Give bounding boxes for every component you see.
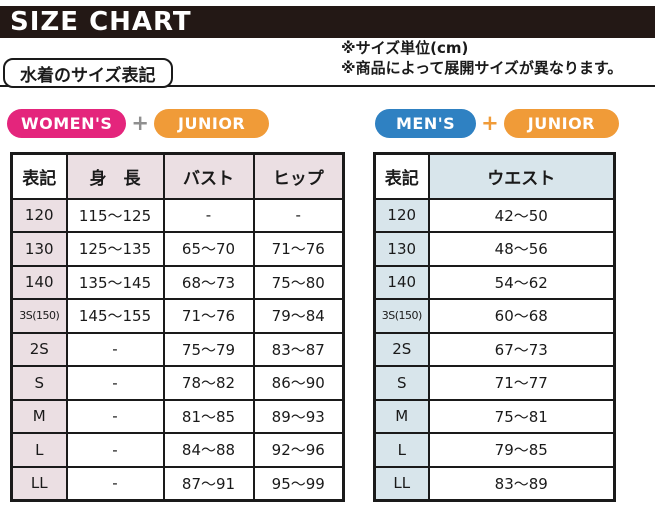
- measurement-cell: 71～77: [427, 365, 616, 401]
- size-notes: ※サイズ単位(cm) ※商品によって展開サイズが異なります。: [341, 38, 622, 78]
- header-row: 表記 ウエスト: [373, 152, 616, 200]
- category-badges: WOMEN'S + JUNIOR MEN'S + JUNIOR: [0, 109, 655, 139]
- size-label-cell: 3S(150): [10, 298, 68, 334]
- measurement-cell: 81～85: [162, 398, 255, 434]
- table-row: S -78～82 86～90: [10, 365, 345, 401]
- header-row: 表記身 長バスト ヒップ: [10, 152, 345, 200]
- measurement-cell: 54～62: [427, 264, 616, 300]
- table-row: 120 42～50: [373, 197, 616, 233]
- measurement-cell: -: [252, 197, 345, 233]
- size-label-cell: L: [10, 432, 68, 468]
- table-row: M -81～85 89～93: [10, 398, 345, 434]
- measurement-cell: 68～73: [162, 264, 255, 300]
- size-label-cell: 2S: [373, 331, 430, 367]
- column-header: ヒップ: [252, 152, 345, 200]
- title-bar: SIZE CHART: [0, 6, 655, 38]
- measurement-cell: 71～76: [252, 231, 345, 267]
- measurement-cell: 92～96: [252, 432, 345, 468]
- measurement-cell: -: [65, 365, 165, 401]
- size-label-cell: L: [373, 432, 430, 468]
- womens-size-table: 表記身 長バスト ヒップ 120 115～125- -130 125～135 65～70 7…: [10, 152, 345, 502]
- measurement-cell: 135～145: [65, 264, 165, 300]
- measurement-cell: 71～76: [162, 298, 255, 334]
- table-row: 2S 67～73: [373, 331, 616, 367]
- table-row: L 79～85: [373, 432, 616, 468]
- measurement-cell: 60～68: [427, 298, 616, 334]
- size-label-cell: 2S: [10, 331, 68, 367]
- measurement-cell: 79～85: [427, 432, 616, 468]
- table-row: 130 125～135 65～70 71～76: [10, 231, 345, 267]
- table-row: 3S(150) 60～68: [373, 298, 616, 334]
- size-label-cell: S: [10, 365, 68, 401]
- table-row: 140 54～62: [373, 264, 616, 300]
- table-row: 2S -75～79 83～87: [10, 331, 345, 367]
- column-header: 表記: [373, 152, 430, 200]
- column-header: 表記: [10, 152, 68, 200]
- size-label-cell: S: [373, 365, 430, 401]
- size-label-cell: LL: [373, 465, 430, 501]
- measurement-cell: -: [65, 465, 165, 501]
- measurement-cell: 145～155: [65, 298, 165, 334]
- womens-badge-group: WOMEN'S + JUNIOR: [7, 109, 270, 138]
- section-divider-line: [0, 85, 655, 87]
- measurement-cell: -: [162, 197, 255, 233]
- table-row: M 75～81: [373, 398, 616, 434]
- measurement-cell: -: [65, 331, 165, 367]
- measurement-cell: 83～87: [252, 331, 345, 367]
- column-header: 身 長: [65, 152, 165, 200]
- size-label-cell: 130: [373, 231, 430, 267]
- mens-badge: MEN'S: [375, 109, 477, 138]
- mens-size-table: 表記 ウエスト 120 42～50 130 48～56 140 54～62 3S(150) 60…: [373, 152, 616, 502]
- measurement-cell: 75～79: [162, 331, 255, 367]
- table-row: 3S(150) 145～155 71～76 79～84: [10, 298, 345, 334]
- measurement-cell: 79～84: [252, 298, 345, 334]
- measurement-cell: 65～70: [162, 231, 255, 267]
- measurement-cell: 42～50: [427, 197, 616, 233]
- measurement-cell: 87～91: [162, 465, 255, 501]
- measurement-cell: -: [65, 432, 165, 468]
- measurement-cell: 75～81: [427, 398, 616, 434]
- note-unit: ※サイズ単位(cm): [341, 39, 469, 57]
- plus-sign: +: [131, 111, 150, 135]
- junior-badge: JUNIOR: [503, 109, 619, 138]
- junior-badge: JUNIOR: [154, 109, 270, 138]
- page-title: SIZE CHART: [10, 7, 192, 37]
- note-availability: ※商品によって展開サイズが異なります。: [341, 59, 623, 77]
- size-label-cell: M: [10, 398, 68, 434]
- measurement-cell: 89～93: [252, 398, 345, 434]
- measurement-cell: 125～135: [65, 231, 165, 267]
- measurement-cell: 84～88: [162, 432, 255, 468]
- column-header: バスト: [162, 152, 255, 200]
- plus-sign: +: [481, 111, 499, 135]
- measurement-cell: 75～80: [252, 264, 345, 300]
- measurement-cell: 115～125: [65, 197, 165, 233]
- size-label-cell: 120: [10, 197, 68, 233]
- table-row: L -84～88 92～96: [10, 432, 345, 468]
- section-label: 水着のサイズ表記: [3, 58, 173, 88]
- size-label-cell: 140: [373, 264, 430, 300]
- measurement-cell: 83～89: [427, 465, 616, 501]
- column-header: ウエスト: [427, 152, 616, 200]
- table-row: S 71～77: [373, 365, 616, 401]
- measurement-cell: 67～73: [427, 331, 616, 367]
- size-label-cell: 130: [10, 231, 68, 267]
- size-label-cell: 120: [373, 197, 430, 233]
- table-row: LL -87～91 95～99: [10, 465, 345, 501]
- measurement-cell: 86～90: [252, 365, 345, 401]
- measurement-cell: 95～99: [252, 465, 345, 501]
- size-label-cell: LL: [10, 465, 68, 501]
- measurement-cell: 78～82: [162, 365, 255, 401]
- mens-badge-group: MEN'S + JUNIOR: [375, 109, 619, 138]
- table-row: 120 115～125- -: [10, 197, 345, 233]
- measurement-cell: -: [65, 398, 165, 434]
- size-label-cell: 140: [10, 264, 68, 300]
- measurement-cell: 48～56: [427, 231, 616, 267]
- table-row: 140 135～145 68～73 75～80: [10, 264, 345, 300]
- size-label-cell: 3S(150): [373, 298, 430, 334]
- womens-badge: WOMEN'S: [7, 109, 127, 138]
- size-label-cell: M: [373, 398, 430, 434]
- table-row: LL 83～89: [373, 465, 616, 501]
- table-row: 130 48～56: [373, 231, 616, 267]
